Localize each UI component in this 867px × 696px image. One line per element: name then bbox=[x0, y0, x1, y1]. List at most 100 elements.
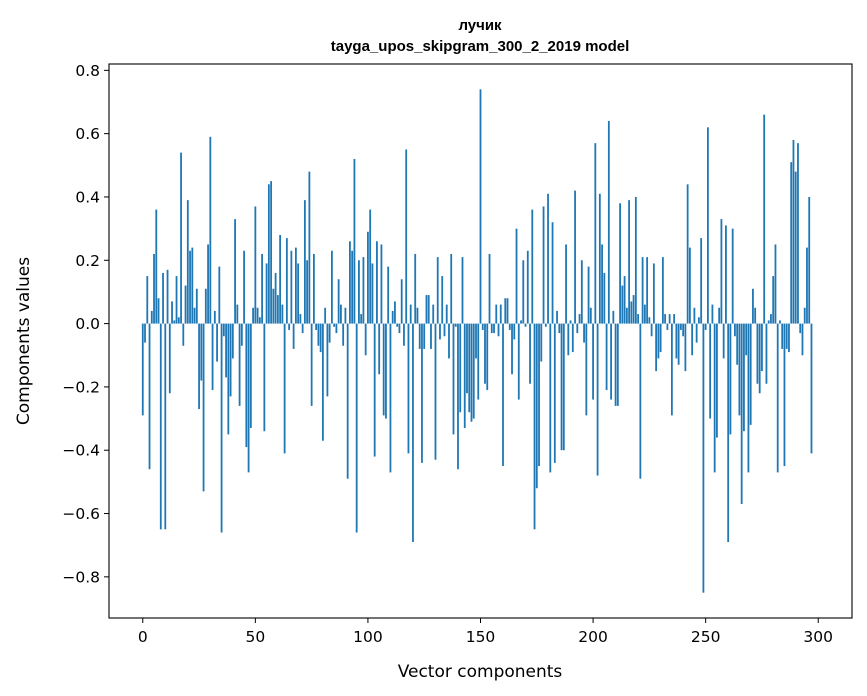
bar bbox=[558, 323, 561, 334]
bar bbox=[400, 279, 403, 324]
bar bbox=[312, 253, 315, 324]
bar bbox=[542, 206, 545, 324]
bar bbox=[382, 323, 385, 416]
bar bbox=[670, 323, 673, 416]
bar bbox=[607, 120, 610, 324]
bar bbox=[700, 238, 703, 324]
bar bbox=[598, 193, 601, 324]
bar bbox=[702, 323, 705, 593]
bar bbox=[231, 323, 234, 359]
bar bbox=[303, 200, 306, 324]
bar bbox=[369, 209, 372, 324]
bar bbox=[470, 323, 473, 422]
bar bbox=[391, 310, 394, 324]
bar bbox=[193, 307, 196, 324]
bar bbox=[292, 323, 295, 349]
bar bbox=[340, 304, 342, 324]
x-axis-label: Vector components bbox=[398, 662, 563, 682]
bar bbox=[148, 323, 151, 470]
bar bbox=[693, 307, 696, 324]
bar bbox=[344, 307, 347, 324]
bar bbox=[801, 323, 804, 356]
bar bbox=[398, 323, 401, 334]
bar bbox=[763, 114, 766, 324]
bar bbox=[247, 323, 250, 473]
bar bbox=[254, 206, 257, 324]
bar bbox=[288, 323, 291, 330]
y-tick-label: −0.6 bbox=[62, 505, 100, 523]
bar bbox=[335, 323, 338, 334]
bar bbox=[457, 323, 459, 470]
bar bbox=[686, 184, 689, 324]
bar bbox=[234, 219, 236, 324]
bar bbox=[797, 143, 799, 324]
bar bbox=[661, 257, 664, 324]
bar bbox=[301, 323, 304, 334]
bar bbox=[677, 323, 680, 365]
bar bbox=[603, 272, 606, 324]
bar bbox=[682, 323, 685, 337]
bar bbox=[605, 323, 608, 391]
x-tick-label: 50 bbox=[245, 628, 265, 646]
bar bbox=[227, 323, 230, 435]
bar bbox=[520, 320, 522, 324]
bar bbox=[213, 310, 216, 324]
bar bbox=[418, 323, 421, 349]
bar bbox=[387, 266, 390, 324]
bar bbox=[587, 266, 590, 324]
bar bbox=[326, 323, 329, 397]
bar bbox=[745, 323, 748, 356]
bar bbox=[263, 323, 266, 432]
bar bbox=[321, 323, 324, 441]
bar bbox=[657, 323, 660, 359]
bar bbox=[416, 307, 419, 324]
bar bbox=[560, 323, 563, 451]
bar bbox=[709, 323, 712, 419]
bar bbox=[641, 257, 644, 324]
bar bbox=[450, 253, 453, 324]
bar bbox=[639, 323, 642, 479]
y-axis-label: Components values bbox=[14, 257, 34, 425]
bar bbox=[204, 288, 207, 324]
bar bbox=[261, 253, 263, 324]
bar bbox=[488, 253, 491, 324]
bar bbox=[727, 323, 730, 543]
bar bbox=[189, 250, 191, 324]
bar bbox=[531, 209, 534, 324]
bar bbox=[445, 304, 448, 324]
bar bbox=[619, 203, 621, 324]
bar bbox=[652, 263, 655, 324]
bar bbox=[222, 323, 225, 337]
x-tick-label: 150 bbox=[466, 628, 496, 646]
bar bbox=[155, 209, 158, 324]
bar bbox=[477, 323, 480, 400]
bar bbox=[436, 257, 439, 324]
y-tick-label: −0.8 bbox=[62, 568, 100, 586]
bar bbox=[632, 295, 635, 324]
bar bbox=[315, 323, 318, 330]
bar bbox=[256, 307, 259, 324]
bar bbox=[580, 260, 583, 324]
bar bbox=[331, 250, 333, 324]
bar bbox=[770, 314, 772, 324]
bar bbox=[432, 304, 435, 324]
bar bbox=[610, 323, 612, 400]
bar bbox=[754, 307, 757, 324]
bar bbox=[346, 323, 349, 479]
bar bbox=[736, 323, 739, 365]
bar bbox=[177, 317, 180, 324]
bar bbox=[317, 323, 320, 346]
bar bbox=[740, 323, 743, 505]
bar bbox=[162, 272, 164, 324]
x-tick-label: 100 bbox=[353, 628, 383, 646]
bar bbox=[679, 323, 682, 330]
bar bbox=[776, 323, 779, 473]
bar bbox=[628, 200, 630, 324]
bar-series bbox=[141, 89, 813, 593]
bar bbox=[497, 323, 500, 337]
bar bbox=[716, 323, 718, 438]
bar bbox=[198, 323, 200, 410]
bar bbox=[272, 288, 275, 324]
bar bbox=[378, 323, 381, 375]
